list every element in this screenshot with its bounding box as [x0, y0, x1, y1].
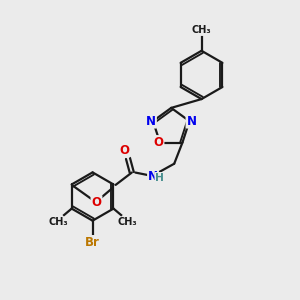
- Text: Br: Br: [85, 236, 100, 249]
- Text: N: N: [148, 169, 158, 183]
- Text: O: O: [154, 136, 164, 149]
- Text: CH₃: CH₃: [48, 218, 68, 227]
- Text: N: N: [146, 115, 156, 128]
- Text: CH₃: CH₃: [117, 218, 137, 227]
- Text: O: O: [119, 144, 129, 157]
- Text: CH₃: CH₃: [192, 25, 211, 35]
- Text: N: N: [187, 115, 196, 128]
- Text: H: H: [155, 172, 164, 183]
- Text: O: O: [92, 196, 101, 209]
